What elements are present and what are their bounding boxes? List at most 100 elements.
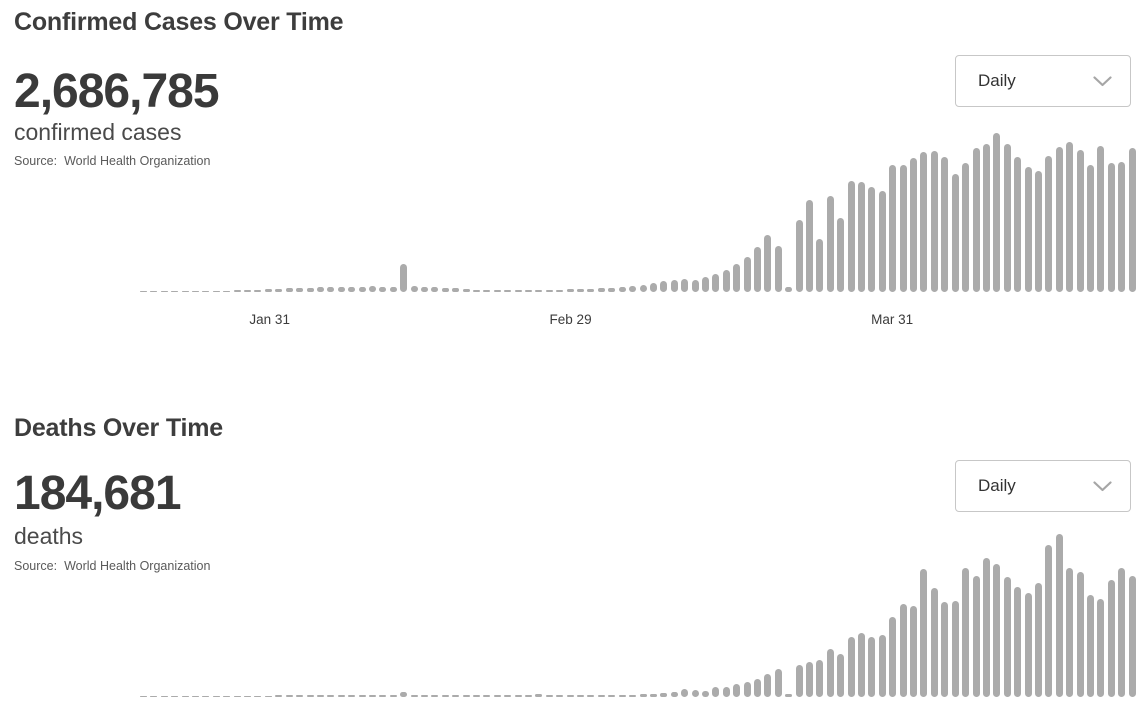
chart-bar[interactable] xyxy=(545,695,553,697)
chart-bar[interactable] xyxy=(701,277,709,292)
chart-bar[interactable] xyxy=(753,679,761,697)
chart-bar[interactable] xyxy=(712,687,720,697)
chart-bar[interactable] xyxy=(785,287,793,292)
chart-bar[interactable] xyxy=(483,290,491,292)
chart-bar[interactable] xyxy=(910,606,918,697)
chart-bar[interactable] xyxy=(951,174,959,292)
chart-bar[interactable] xyxy=(837,218,845,292)
chart-bar[interactable] xyxy=(473,694,480,697)
chart-bar[interactable] xyxy=(618,695,626,697)
chart-bar[interactable] xyxy=(181,291,189,292)
chart-bar[interactable] xyxy=(1003,577,1011,697)
chart-bar[interactable] xyxy=(889,165,897,292)
chart-bar[interactable] xyxy=(681,688,689,697)
chart-bar[interactable] xyxy=(712,274,720,292)
chart-bar[interactable] xyxy=(441,694,449,697)
chart-bar[interactable] xyxy=(473,289,480,292)
chart-bar[interactable] xyxy=(826,196,834,292)
chart-bar[interactable] xyxy=(368,286,376,292)
chart-bar[interactable] xyxy=(358,286,366,292)
chart-bar[interactable] xyxy=(483,695,491,697)
chart-bar[interactable] xyxy=(535,694,543,697)
chart-bar[interactable] xyxy=(525,695,533,697)
chart-bar[interactable] xyxy=(327,695,335,697)
chart-bar[interactable] xyxy=(806,200,813,292)
chart-bar[interactable] xyxy=(608,695,616,697)
chart-bar[interactable] xyxy=(410,694,418,697)
chart-bar[interactable] xyxy=(504,695,512,697)
chart-bar[interactable] xyxy=(858,182,866,292)
chart-bar[interactable] xyxy=(254,289,262,292)
chart-bar[interactable] xyxy=(587,288,595,292)
chart-bar[interactable] xyxy=(525,290,533,292)
interval-dropdown[interactable]: Daily xyxy=(955,55,1131,107)
chart-bar[interactable] xyxy=(691,280,699,292)
chart-bar[interactable] xyxy=(764,674,772,697)
chart-bar[interactable] xyxy=(140,291,147,292)
chart-bar[interactable] xyxy=(556,695,564,697)
chart-bar[interactable] xyxy=(941,602,949,697)
chart-bar[interactable] xyxy=(1045,156,1053,292)
chart-bar[interactable] xyxy=(566,289,574,292)
interval-dropdown[interactable]: Daily xyxy=(955,460,1131,512)
chart-bar[interactable] xyxy=(244,290,252,292)
chart-bar[interactable] xyxy=(993,133,1001,292)
chart-bar[interactable] xyxy=(899,165,907,292)
chart-bar[interactable] xyxy=(379,286,387,292)
chart-bar[interactable] xyxy=(670,280,678,292)
chart-bar[interactable] xyxy=(223,290,231,292)
chart-bar[interactable] xyxy=(982,144,990,292)
chart-bar[interactable] xyxy=(774,246,782,292)
chart-bar[interactable] xyxy=(233,290,241,292)
chart-bar[interactable] xyxy=(462,694,470,697)
chart-bar[interactable] xyxy=(837,654,845,697)
chart-bar[interactable] xyxy=(140,696,147,697)
chart-bar[interactable] xyxy=(1034,583,1042,697)
chart-bar[interactable] xyxy=(1118,162,1126,292)
chart-bar[interactable] xyxy=(1066,568,1074,697)
chart-bar[interactable] xyxy=(389,695,397,697)
chart-bar[interactable] xyxy=(1014,587,1022,697)
chart-bar[interactable] xyxy=(1128,148,1136,292)
chart-bar[interactable] xyxy=(816,239,824,292)
chart-bar[interactable] xyxy=(420,287,428,292)
chart-bar[interactable] xyxy=(1066,142,1074,292)
chart-bar[interactable] xyxy=(368,694,376,697)
chart-bar[interactable] xyxy=(858,633,866,697)
chart-bar[interactable] xyxy=(660,692,668,697)
chart-bar[interactable] xyxy=(264,695,272,697)
chart-bar[interactable] xyxy=(275,695,283,697)
chart-bar[interactable] xyxy=(920,569,928,697)
chart-bar[interactable] xyxy=(930,588,938,697)
chart-bar[interactable] xyxy=(670,692,678,697)
chart-bar[interactable] xyxy=(493,290,501,292)
chart-bar[interactable] xyxy=(306,695,314,697)
chart-bar[interactable] xyxy=(514,695,522,697)
chart-bar[interactable] xyxy=(681,279,689,292)
chart-bar[interactable] xyxy=(1034,171,1042,292)
chart-bar[interactable] xyxy=(1086,595,1094,697)
chart-bar[interactable] xyxy=(993,564,1001,697)
chart-bar[interactable] xyxy=(1014,157,1022,292)
chart-bar[interactable] xyxy=(327,287,335,292)
chart-bar[interactable] xyxy=(722,687,730,697)
chart-bar[interactable] xyxy=(962,568,970,697)
chart-bar[interactable] xyxy=(545,289,553,292)
chart-bar[interactable] xyxy=(618,287,626,292)
chart-bar[interactable] xyxy=(431,694,439,697)
chart-bar[interactable] xyxy=(452,288,460,292)
chart-bar[interactable] xyxy=(1097,599,1105,697)
chart-bar[interactable] xyxy=(1024,593,1032,697)
chart-bar[interactable] xyxy=(806,662,813,697)
chart-bar[interactable] xyxy=(337,287,345,292)
chart-bar[interactable] xyxy=(244,695,252,697)
chart-bar[interactable] xyxy=(962,163,970,292)
chart-bar[interactable] xyxy=(441,287,449,292)
chart-bar[interactable] xyxy=(1076,150,1084,292)
chart-bar[interactable] xyxy=(296,695,304,697)
chart-bar[interactable] xyxy=(816,660,824,697)
chart-bar[interactable] xyxy=(878,635,886,697)
chart-bar[interactable] xyxy=(358,695,366,697)
chart-bar[interactable] xyxy=(878,191,886,292)
chart-bar[interactable] xyxy=(1118,568,1126,697)
